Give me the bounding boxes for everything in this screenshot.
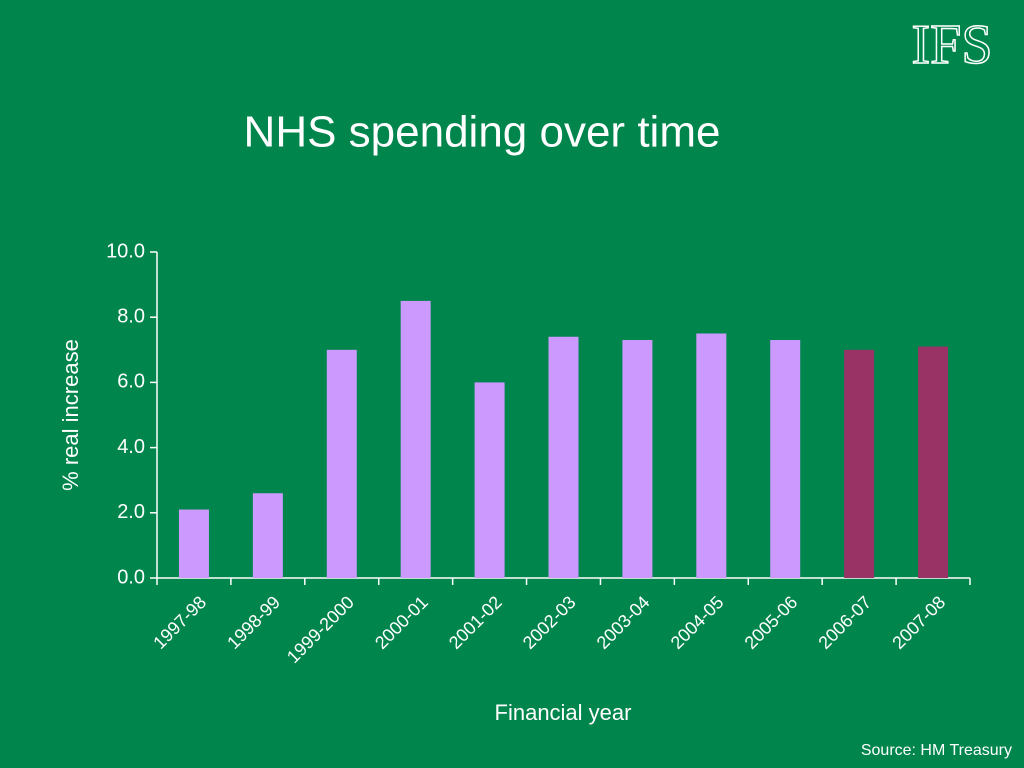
x-tick-label: 2001-02 [445,592,506,653]
bar [844,349,875,578]
chart-title: NHS spending over time [244,108,721,157]
x-tick-label: 2006-07 [814,592,875,653]
y-tick-label: 8.0 [117,305,145,327]
bar [252,493,283,578]
source-note: Source: HM Treasury [861,742,1012,759]
x-tick-label: 2004-05 [667,592,728,653]
x-tick-label: 2000-01 [371,592,432,653]
x-tick-label: 2002-03 [519,592,580,653]
y-tick-label: 2.0 [117,501,145,523]
bar [326,349,357,578]
logo: IFS [912,14,993,76]
x-tick-label: 2003-04 [593,592,654,653]
bar [696,333,727,578]
x-tick-label: 1998-99 [223,592,284,653]
x-tick-label: 1999-2000 [283,592,358,667]
x-tick-label: 2005-06 [741,592,802,653]
bar [400,300,431,578]
y-axis-title: % real increase [58,339,83,491]
x-tick-label: 1997-98 [149,592,210,653]
y-tick-label: 4.0 [117,436,145,458]
y-tick-label: 6.0 [117,371,145,393]
x-tick-label: 2007-08 [888,592,949,653]
bar [918,346,949,578]
x-axis-title: Financial year [495,700,632,725]
bar [474,382,505,578]
bar [548,336,579,578]
bar [770,340,801,578]
bar [622,340,653,578]
y-tick-label: 10.0 [106,240,145,262]
bar [178,509,209,578]
y-tick-label: 0.0 [117,566,145,588]
